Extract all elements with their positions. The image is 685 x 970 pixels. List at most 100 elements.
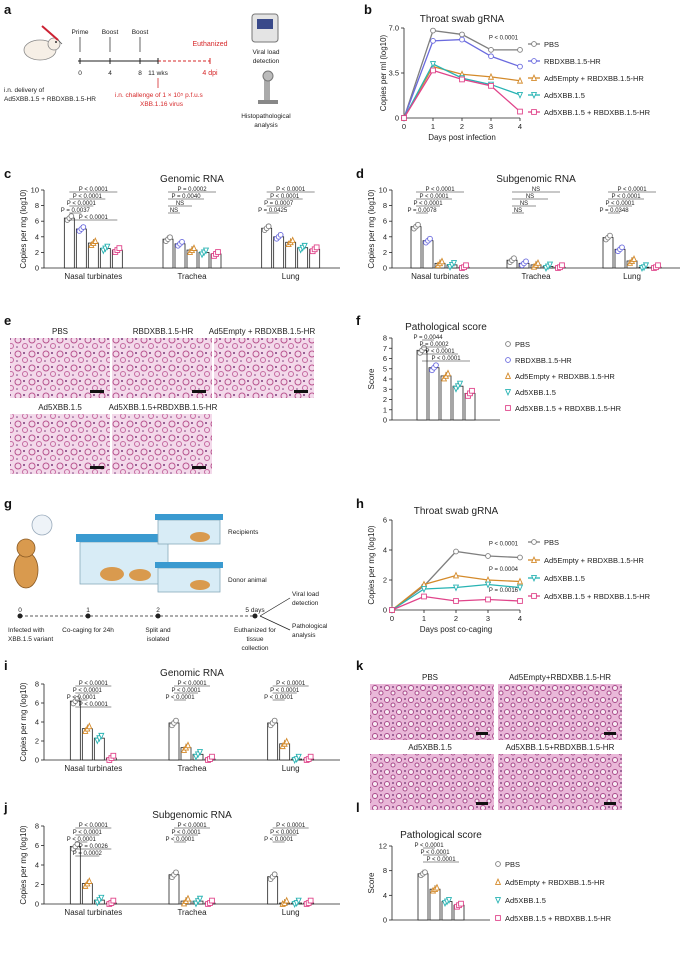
challenge-virus: XBB.1.16 virus [140,101,184,108]
h-legend-label: Ad5XBB.1.5 + RBDXBB.1.5-HR [544,592,651,601]
histo-e-label-1: PBS [52,327,68,336]
g-s0b: XBB.1.5 variant [8,636,53,643]
c-sig-label: P = 0.0002 [177,187,207,193]
l-dot [445,897,453,904]
d-dot [523,258,529,265]
l-legend-marker [495,861,501,867]
h-point [517,598,523,604]
j-category-label: Trachea [177,908,207,917]
i-y-tick-label: 6 [35,699,39,708]
d-sig-label: NS [532,187,540,193]
f-dot [469,387,475,394]
b-point [459,31,465,38]
b-legend-label: PBS [544,40,559,49]
histo-k-label-4: Ad5XBB.1.5+RBDXBB.1.5-HR [506,743,615,752]
f-dot [444,369,452,377]
histo-e-image-5 [112,414,212,474]
pcr-machine-icon [251,13,279,43]
d-dot [511,255,517,262]
step-prime: Prime [72,29,89,36]
panel-label-b: b [364,2,372,17]
j-sig-label: P = 0.0026 [79,844,109,850]
b-point [430,38,436,44]
tl-4: 4 [108,70,112,77]
donor-cage-icon [155,562,223,593]
c-dot [167,234,173,241]
histo-label: Histopathological [241,113,291,120]
h-y-tick-label: 4 [383,546,387,555]
d-sig-label: P = 0.0078 [407,208,437,214]
c-sig-label: P < 0.0001 [67,201,97,207]
i-dot [307,753,314,760]
i-bar [267,722,279,761]
d-sig-label: P < 0.0001 [413,201,443,207]
d-dot [427,235,433,242]
b-x-tick-label: 4 [518,122,522,131]
i-dot [98,732,105,740]
histo-k-image-4 [498,754,622,810]
f-dot [456,380,464,388]
i-category-label: Lung [282,764,300,773]
g-s2a: Split and [145,627,171,634]
f-dot [421,344,427,351]
c-dot [202,247,210,255]
j-dot [271,871,278,878]
tl-0: 0 [78,70,82,77]
l-sig-label: P < 0.0001 [414,843,444,849]
l-legend-label: Ad5XBB.1.5 [505,896,546,905]
h-legend-label: PBS [544,538,559,547]
f-y-tick-label: 8 [383,334,387,343]
f-legend-label: Ad5Empty + RBDXBB.1.5-HR [515,372,615,381]
b-point [517,47,523,53]
c-dot [68,213,75,219]
g-s3c: collection [241,645,268,652]
d-sig-label: P < 0.0001 [617,187,647,193]
recipient-cage-icon [155,514,223,545]
panel-label-h: h [356,496,364,511]
g-out1a: Viral load [292,591,319,598]
chart-j: Subgenomic RNA 0 2 4 6 8 Copies per mg (log10)… [19,810,340,917]
d-y-label: Copies per mg (log10) [367,189,376,268]
d-y-tick-label: 6 [383,217,387,226]
g-s3b: tissue [247,636,264,643]
j-title: Subgenomic RNA [152,810,232,821]
f-sig-label: P = 0.0002 [419,342,449,348]
chart-h: Throat swab gRNA 0 2 4 6 Copies per mg (log10… [367,506,651,634]
f-bar [440,375,452,421]
d-category-label: Trachea [521,272,551,281]
f-legend-marker [505,405,511,411]
b-point [459,36,465,43]
b-legend-marker [531,41,537,47]
f-legend-marker [504,372,512,379]
f-legend-label: RBDXBB.1.5-HR [515,356,572,365]
i-y-label: Copies per mg (log10) [19,682,28,761]
d-y-tick-label: 4 [383,232,387,241]
b-legend-marker [531,109,537,115]
j-sig-label: P < 0.0001 [171,830,201,836]
f-bar [452,385,464,421]
c-dot [179,239,185,245]
b-y-tick-label: 0 [395,114,399,123]
g-step-1: 1 [86,607,90,614]
delivery-label-2: Ad5XBB.1.5 + RBDXBB.1.5-HR [4,96,96,103]
d-category-label: Lung [623,272,641,281]
d-sig-label: NS [526,194,534,200]
g-out1b: detection [292,600,319,607]
i-sig-label: P < 0.0001 [165,695,195,701]
b-point [487,72,495,80]
j-dot [283,896,290,904]
j-dot [86,877,93,884]
g-step-0: 0 [18,607,22,614]
recipients-label: Recipients [228,529,259,536]
g-s2b: isolated [147,636,170,643]
h-point [452,571,460,579]
l-y-tick-label: 0 [383,916,387,925]
h-legend-marker [530,556,538,563]
j-sig-label: P < 0.0001 [270,830,300,836]
b-annotation: P < 0.0001 [489,36,519,42]
histology-e: PBS RBDXBB.1.5-HR Ad5Empty + RBDXBB.1.5-… [10,327,315,474]
panel-label-j: j [3,800,8,815]
d-sig-label: P < 0.0001 [425,187,455,193]
